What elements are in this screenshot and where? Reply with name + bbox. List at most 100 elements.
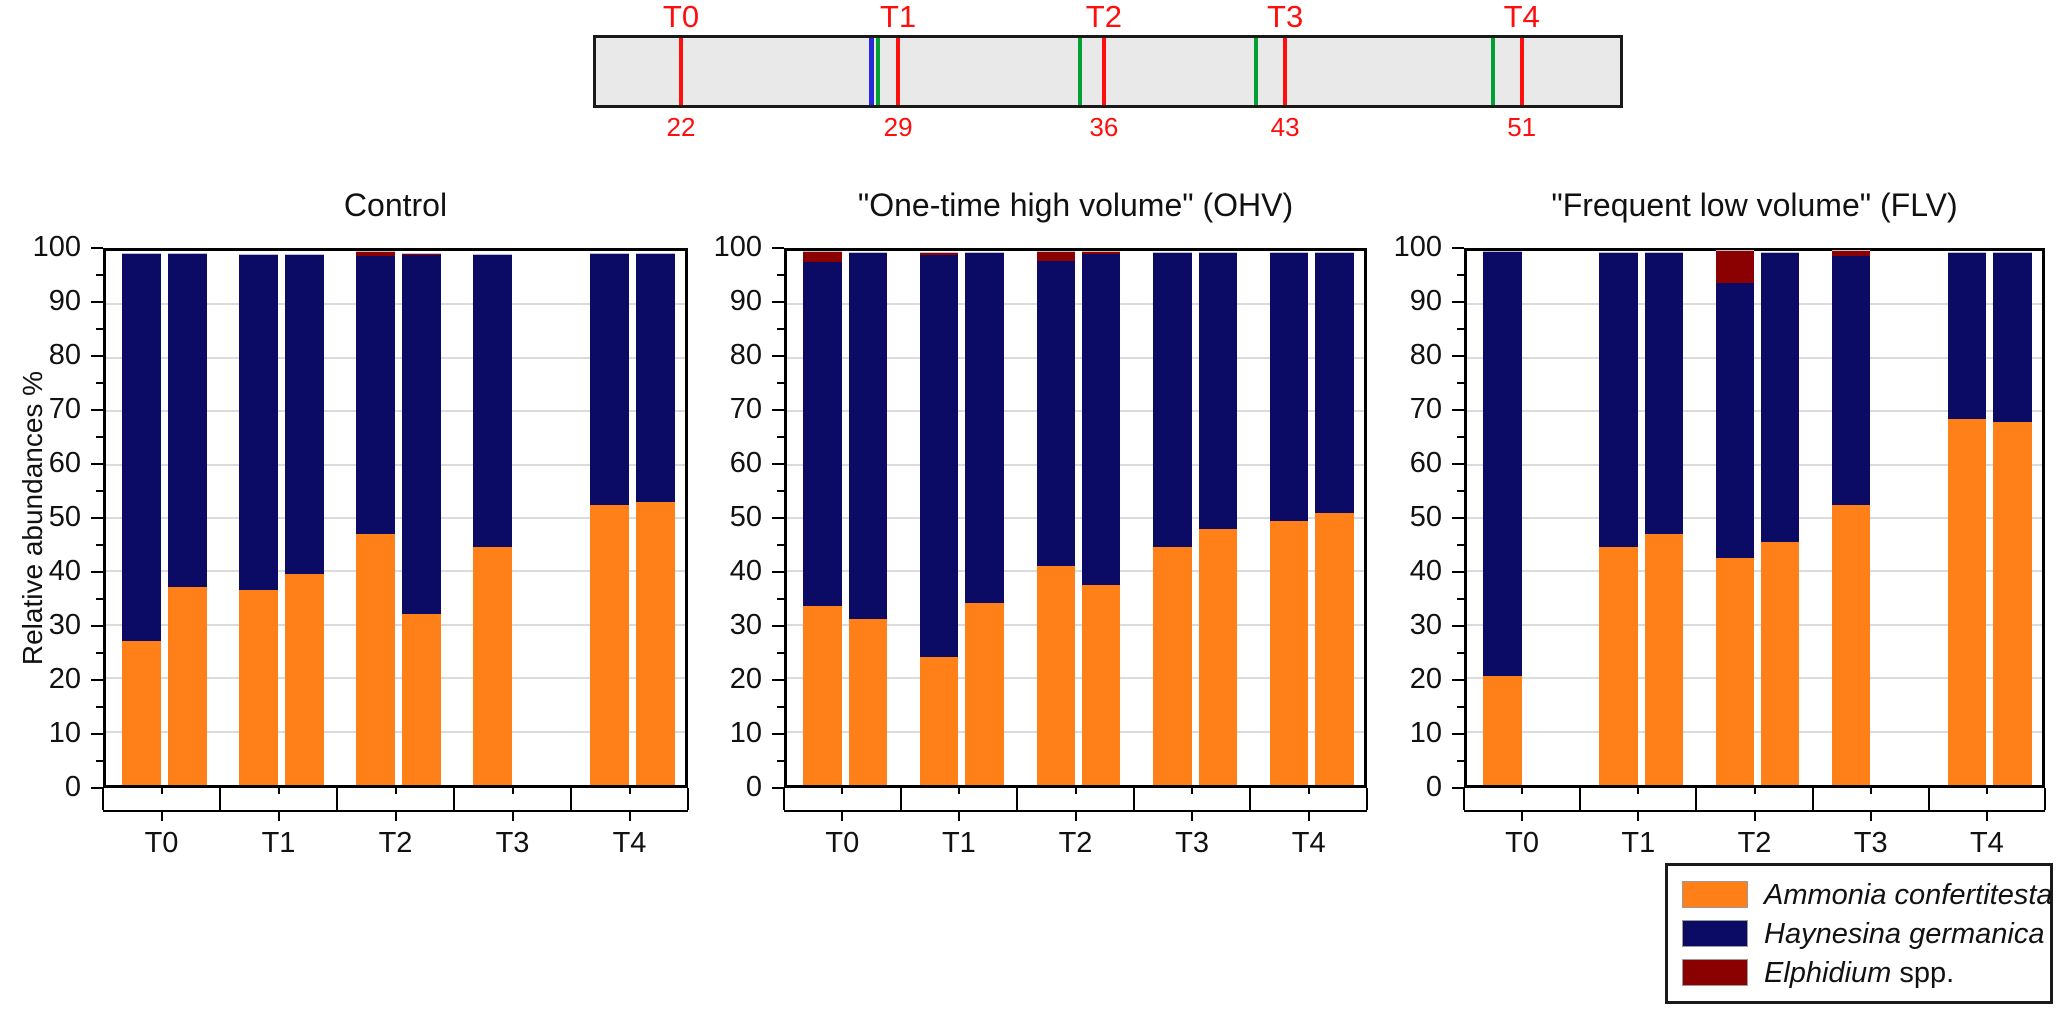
legend-label-haynesina: Haynesina germanica xyxy=(1764,917,2045,950)
gridline-80 xyxy=(106,356,685,359)
timeline-seawater-addition-line xyxy=(1078,38,1083,105)
bar-segment-ammonia xyxy=(636,501,675,785)
timeline-sampling-label: T4 xyxy=(1503,0,1540,34)
bar-segment-ammonia xyxy=(1269,520,1309,785)
y-minor-tick-85 xyxy=(1457,328,1464,330)
gridline-80 xyxy=(1467,356,2042,359)
y-minor-tick-85 xyxy=(96,328,103,330)
timeline-sampling-label: T3 xyxy=(1267,0,1304,34)
bar-segment-haynesina xyxy=(1269,251,1309,521)
y-tick-label-40: 40 xyxy=(729,555,762,587)
y-minor-tick-85 xyxy=(777,328,784,330)
y-tick-label-90: 90 xyxy=(1409,285,1442,317)
chart-title: Control xyxy=(343,187,448,223)
bar-segment-ammonia xyxy=(402,614,441,785)
group-label-T4: T4 xyxy=(1969,827,2004,859)
bar-segment-ammonia xyxy=(473,547,512,785)
group-label-T1: T1 xyxy=(1621,827,1656,859)
y-tick-label-70: 70 xyxy=(729,393,762,425)
y-minor-tick-55 xyxy=(96,490,103,492)
group-label-T0: T0 xyxy=(1505,827,1540,859)
y-tick-label-50: 50 xyxy=(48,501,81,533)
y-major-tick-10 xyxy=(1452,733,1464,735)
y-minor-tick-35 xyxy=(96,598,103,600)
y-major-tick-70 xyxy=(1452,409,1464,411)
group-bracket-tick xyxy=(160,810,163,821)
group-bracket-divider xyxy=(1132,788,1135,810)
legend-label-ammonia: Ammonia confertitesta xyxy=(1764,878,2053,911)
timeline-sampling-label: T0 xyxy=(662,0,700,34)
y-tick-label-80: 80 xyxy=(1409,339,1442,371)
timeline-day-label: 36 xyxy=(1089,112,1119,142)
gridline-60 xyxy=(1467,463,2042,466)
timeline-initial-addition-line xyxy=(868,38,874,105)
y-tick-label-80: 80 xyxy=(729,339,762,371)
y-minor-tick-35 xyxy=(1457,598,1464,600)
group-axis-tick xyxy=(1753,785,1756,794)
bar-segment-ammonia xyxy=(239,590,278,785)
bar-segment-haynesina xyxy=(1153,251,1192,548)
group-label-T2: T2 xyxy=(1058,827,1093,859)
chart-title: "One-time high volume" (OHV) xyxy=(857,187,1294,223)
group-label-T0: T0 xyxy=(144,827,179,859)
y-tick-label-90: 90 xyxy=(729,285,762,317)
legend-swatch-elphidium xyxy=(1682,959,1748,986)
bar-segment-haynesina xyxy=(1715,282,1754,559)
y-tick-label-40: 40 xyxy=(1409,555,1442,587)
group-axis-tick xyxy=(841,785,844,794)
group-bracket-divider xyxy=(1366,788,1368,810)
gridline-40 xyxy=(1467,570,2042,573)
y-tick-label-70: 70 xyxy=(1409,393,1442,425)
y-major-tick-60 xyxy=(91,463,103,465)
bar-segment-ammonia xyxy=(1198,528,1238,785)
group-bracket-divider xyxy=(453,788,455,810)
bar-segment-haynesina xyxy=(285,253,324,575)
y-major-tick-0 xyxy=(1452,787,1464,789)
group-bracket-tick xyxy=(1637,810,1640,821)
legend-label-elphidium: Elphidium xyxy=(1764,956,1892,989)
y-major-tick-90 xyxy=(772,301,784,303)
y-major-tick-30 xyxy=(772,625,784,627)
y-major-tick-40 xyxy=(91,571,103,573)
timeline-sampling-line xyxy=(1519,38,1524,105)
group-bracket-tick xyxy=(1074,810,1077,821)
timeline-day-label: 22 xyxy=(666,112,696,142)
group-label-T3: T3 xyxy=(1175,827,1210,859)
gridline-50 xyxy=(106,517,685,519)
y-tick-label-20: 20 xyxy=(48,663,81,695)
bar-segment-ammonia xyxy=(1831,504,1871,785)
y-minor-tick-55 xyxy=(777,490,784,492)
y-minor-tick-75 xyxy=(96,382,103,384)
y-minor-tick-75 xyxy=(1457,382,1464,384)
legend-item-elphidium: Elphidium spp. xyxy=(1682,958,2036,988)
bar-segment-haynesina xyxy=(1760,251,1800,543)
legend-swatch-ammonia xyxy=(1682,881,1748,908)
gridline-30 xyxy=(787,623,1364,626)
group-label-T2: T2 xyxy=(378,827,413,859)
y-minor-tick-65 xyxy=(777,436,784,438)
group-bracket-divider xyxy=(1927,788,1930,810)
y-major-tick-0 xyxy=(772,787,784,789)
y-minor-tick-25 xyxy=(96,652,103,654)
group-bracket-tick xyxy=(841,810,844,821)
bar-segment-elphidium xyxy=(1081,251,1121,255)
gridline-60 xyxy=(787,463,1364,466)
gridline-60 xyxy=(106,463,685,466)
y-tick-label-30: 30 xyxy=(1409,609,1442,641)
y-major-tick-80 xyxy=(1452,355,1464,357)
gridline-20 xyxy=(787,677,1364,680)
group-bracket-divider xyxy=(1463,788,1465,810)
y-major-tick-80 xyxy=(772,355,784,357)
group-label-T0: T0 xyxy=(825,827,860,859)
plot-area xyxy=(784,248,1367,788)
bar-segment-haynesina xyxy=(1483,250,1522,676)
group-bracket-tick xyxy=(1307,810,1310,821)
y-minor-tick-5 xyxy=(1457,760,1464,762)
gridline-40 xyxy=(787,570,1364,573)
gridline-80 xyxy=(787,356,1364,359)
gridline-10 xyxy=(106,730,685,733)
gridline-20 xyxy=(106,677,685,680)
y-minor-tick-95 xyxy=(777,274,784,276)
y-tick-label-70: 70 xyxy=(48,393,81,425)
timeline-sampling-label: T2 xyxy=(1085,0,1122,34)
